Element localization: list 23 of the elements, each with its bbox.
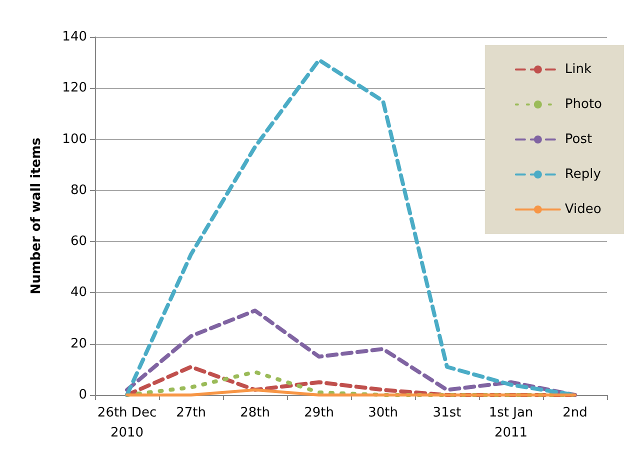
y-tick-label: 60 xyxy=(70,234,87,250)
y-tick-label: 100 xyxy=(62,132,87,147)
legend-label: Reply xyxy=(564,167,602,182)
x-tick-label: 26th Dec 2010 xyxy=(97,406,157,440)
x-tick-label: 30th xyxy=(368,406,398,420)
x-tick-label: 1st Jan 2011 xyxy=(488,406,534,440)
line-series xyxy=(125,308,577,397)
legend-label: Post xyxy=(564,132,592,147)
x-tick-label: 2nd xyxy=(562,406,588,420)
x-tick-label: 29th xyxy=(304,406,334,420)
y-tick-label: 20 xyxy=(70,336,87,352)
x-tick-label: 28th xyxy=(240,406,270,420)
y-tick-label: 40 xyxy=(70,285,87,300)
x-tick-label: 27th xyxy=(176,406,206,420)
y-axis-title: Number of wall items xyxy=(29,137,44,294)
y-tick-label: 140 xyxy=(62,30,87,44)
y-tick-label: 120 xyxy=(62,80,87,96)
y-tick-label: 80 xyxy=(70,182,87,198)
legend-label: Link xyxy=(564,62,592,77)
y-tick-label: 0 xyxy=(78,388,87,402)
x-tick-label: 31st xyxy=(432,406,462,420)
legend-label: Photo xyxy=(564,97,602,112)
legend-label: Video xyxy=(564,202,602,217)
